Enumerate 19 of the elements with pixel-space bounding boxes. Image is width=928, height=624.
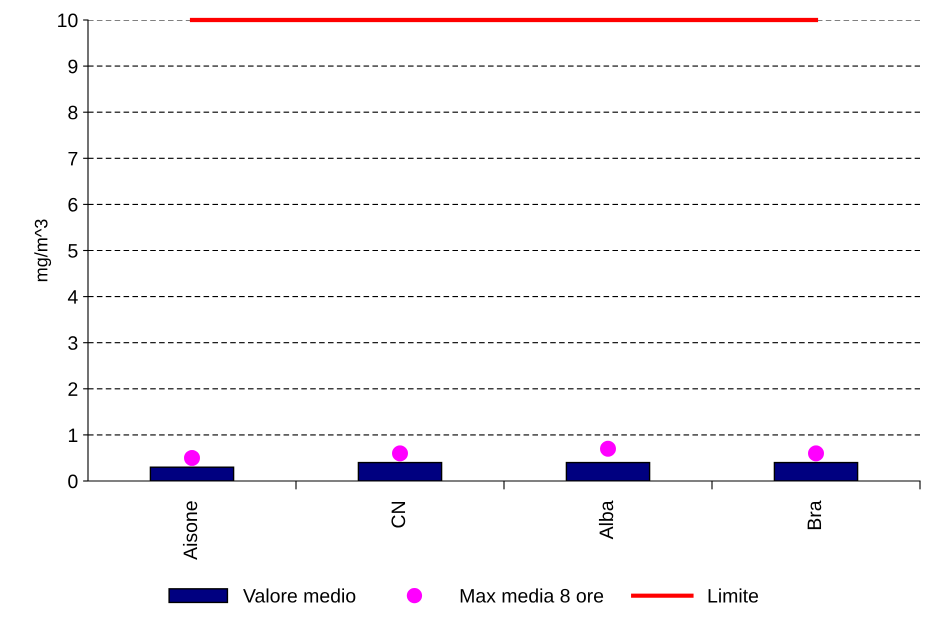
x-tick-label: Alba xyxy=(598,500,614,540)
y-tick-label: 3 xyxy=(68,336,78,350)
x-tick-label: Bra xyxy=(808,500,822,530)
y-tick-label: 6 xyxy=(68,198,78,212)
y-tick-label: 9 xyxy=(68,60,78,74)
legend-label: Limite xyxy=(708,588,758,603)
y-tick-label: 10 xyxy=(58,13,78,28)
x-tick-label: Aisone xyxy=(182,501,198,560)
y-tick-label: 8 xyxy=(68,106,78,120)
legend-label: Max media 8 ore xyxy=(460,588,604,603)
y-tick-label: 2 xyxy=(68,382,78,396)
y-tick-label: 1 xyxy=(68,428,78,442)
y-axis-title: mg/m^3 xyxy=(34,219,52,282)
y-tick-label: 0 xyxy=(68,474,78,488)
y-tick-label: 4 xyxy=(68,290,78,304)
legend-label: Valore medio xyxy=(243,588,356,603)
y-tick-label: 7 xyxy=(68,152,78,166)
y-tick-label: 5 xyxy=(68,244,78,258)
x-tick-label: CN xyxy=(391,502,406,528)
